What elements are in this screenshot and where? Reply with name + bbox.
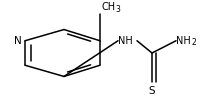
Text: S: S xyxy=(149,86,155,96)
Text: 2: 2 xyxy=(191,38,196,47)
Text: NH: NH xyxy=(176,36,191,46)
Text: N: N xyxy=(14,36,22,46)
Text: CH: CH xyxy=(102,2,116,12)
Text: NH: NH xyxy=(118,36,133,46)
Text: 3: 3 xyxy=(115,5,120,14)
